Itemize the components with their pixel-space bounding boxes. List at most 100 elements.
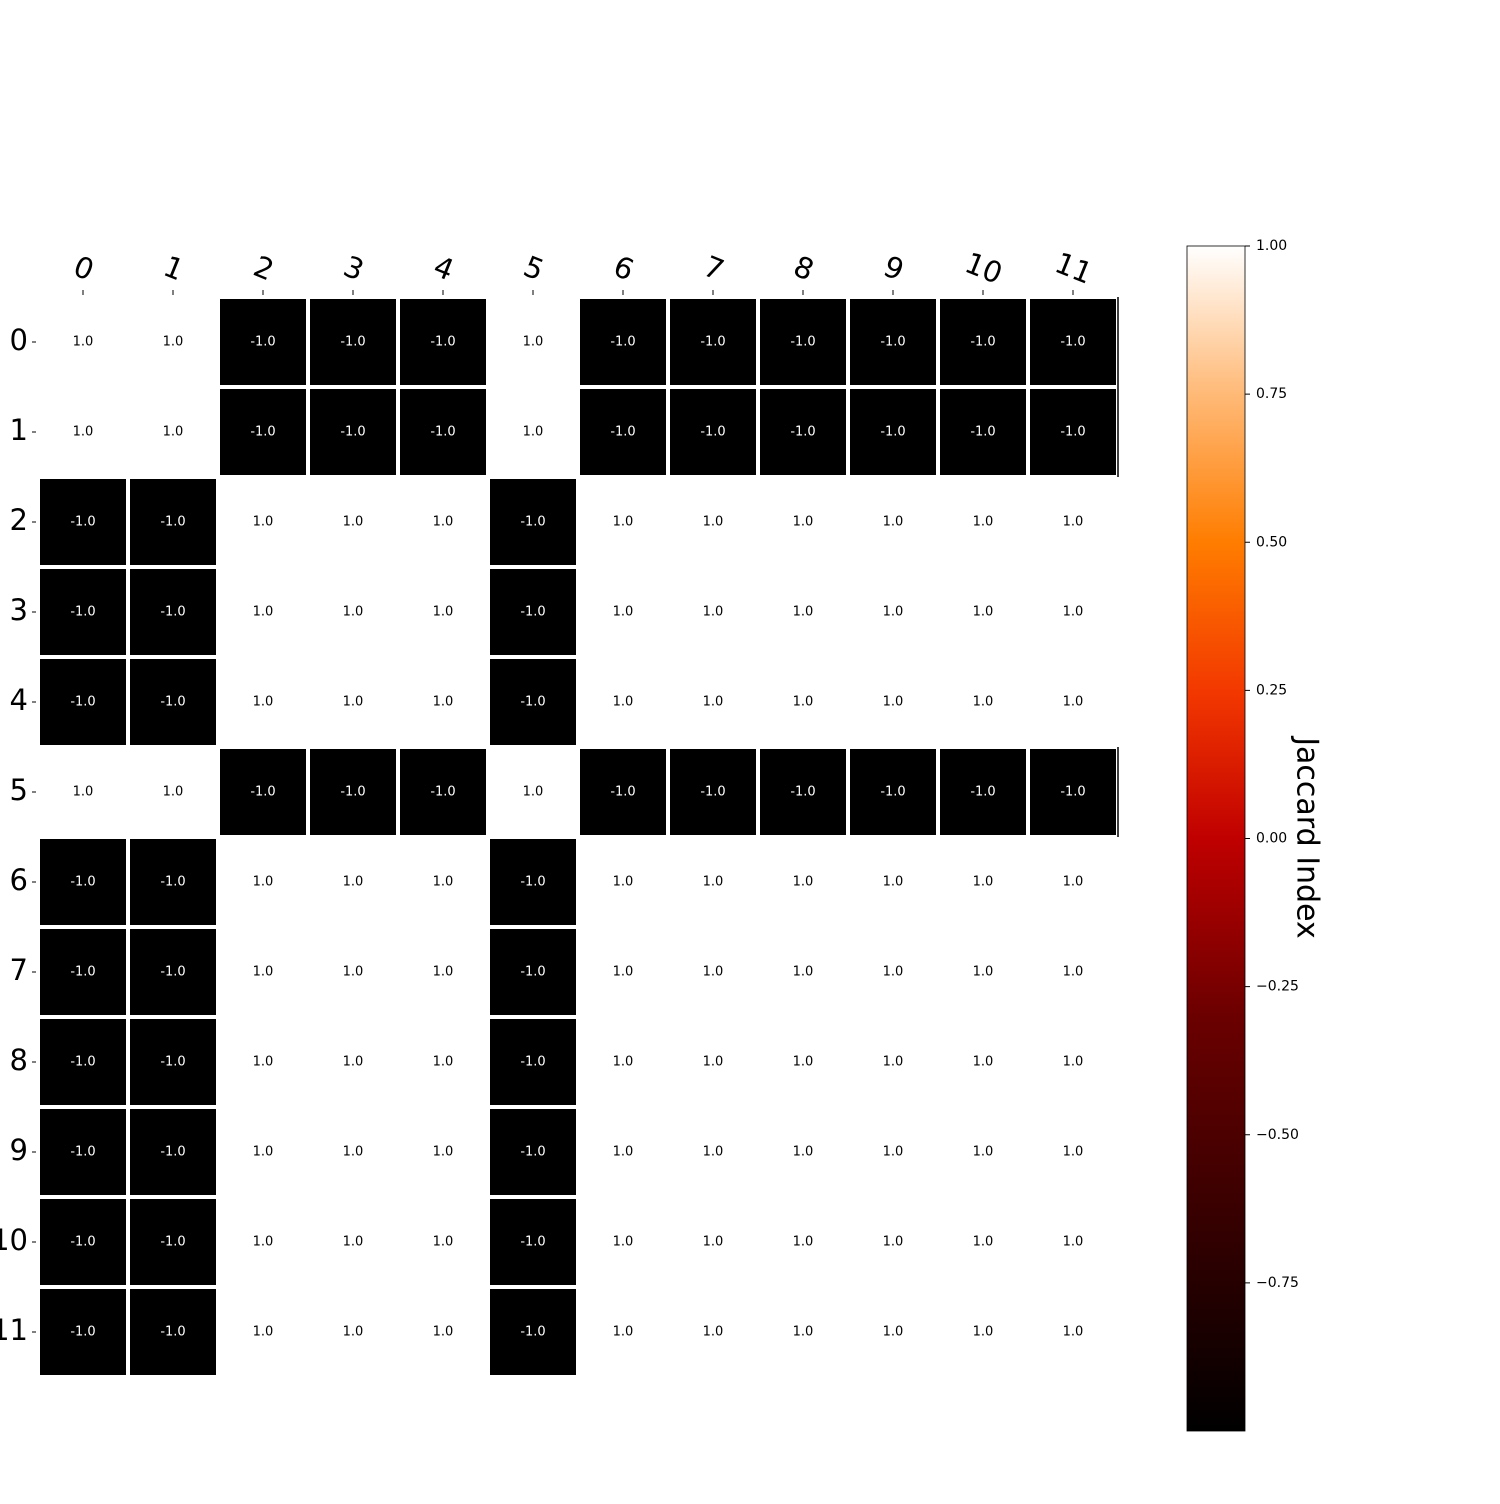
cell-value-label: 1.0 [253, 695, 274, 710]
cell-value-label: 1.0 [253, 515, 274, 530]
cell-value-label: 1.0 [433, 695, 454, 710]
cell-value-label: 1.0 [253, 965, 274, 980]
heatmap-cell [490, 839, 576, 925]
cell-value-label: 1.0 [163, 335, 184, 350]
heatmap-cell [400, 839, 486, 925]
heatmap-cell [400, 1199, 486, 1285]
heatmap-cell [940, 1199, 1026, 1285]
heatmap-cell [40, 569, 126, 655]
cell-value-label: 1.0 [973, 1145, 994, 1160]
cell-value-label: -1.0 [430, 335, 455, 350]
heatmap-cell [760, 839, 846, 925]
heatmap-cell [580, 929, 666, 1015]
cell-value-label: 1.0 [433, 1145, 454, 1160]
cell-value-label: 1.0 [1063, 1235, 1084, 1250]
cell-value-label: 1.0 [613, 605, 634, 620]
cell-value-label: 1.0 [973, 605, 994, 620]
cell-value-label: 1.0 [433, 515, 454, 530]
heatmap-cell [670, 1199, 756, 1285]
cell-value-label: -1.0 [70, 605, 95, 620]
cell-value-label: 1.0 [883, 1325, 904, 1340]
heatmap-cell [1030, 749, 1116, 835]
heatmap-cell [670, 749, 756, 835]
x-tick-label: 8 [789, 249, 819, 287]
heatmap-cell [580, 749, 666, 835]
heatmap-cell [130, 1019, 216, 1105]
colorbar-tick-label: −0.25 [1256, 979, 1299, 995]
cell-value-label: -1.0 [970, 425, 995, 440]
heatmap-cell [490, 929, 576, 1015]
cell-value-label: 1.0 [253, 605, 274, 620]
heatmap-cell [670, 1289, 756, 1375]
cell-value-label: 1.0 [613, 875, 634, 890]
heatmap-cell [310, 479, 396, 565]
heatmap-cell [490, 389, 576, 475]
cell-value-label: 1.0 [703, 605, 724, 620]
colorbar-tick-label: 1.00 [1256, 238, 1287, 254]
colorbar-gradient [1186, 245, 1246, 1432]
cell-value-label: 1.0 [703, 695, 724, 710]
heatmap-layer: 1.0 1.0 -1.0 -1.0 -1.0 1.0 -1.0 -1.0 -1.0 -1.0 -1.… [0, 245, 1119, 1375]
heatmap-cell [220, 659, 306, 745]
cell-value-label: -1.0 [520, 1325, 545, 1340]
cell-value-label: 1.0 [523, 425, 544, 440]
heatmap-cell [400, 659, 486, 745]
cell-value-label: 1.0 [883, 965, 904, 980]
heatmap-cell [490, 659, 576, 745]
cell-value-label: 1.0 [793, 1145, 814, 1160]
heatmap-cell [670, 479, 756, 565]
y-tick-label: 7 [10, 953, 28, 987]
cell-value-label: -1.0 [160, 605, 185, 620]
cell-value-label: -1.0 [610, 335, 635, 350]
heatmap-cell [40, 839, 126, 925]
cell-value-label: -1.0 [520, 875, 545, 890]
cell-value-label: -1.0 [520, 695, 545, 710]
heatmap-cell [670, 569, 756, 655]
heatmap-cell [850, 479, 936, 565]
cell-value-label: 1.0 [973, 875, 994, 890]
heatmap-cell [130, 479, 216, 565]
heatmap-cell [1030, 389, 1116, 475]
heatmap-cell [580, 1289, 666, 1375]
x-tick-label: 5 [519, 249, 549, 287]
cell-value-label: 1.0 [613, 1145, 634, 1160]
heatmap-cell [760, 749, 846, 835]
cell-value-label: 1.0 [1063, 695, 1084, 710]
heatmap-cell [310, 299, 396, 385]
heatmap-cell [580, 299, 666, 385]
heatmap-cell [40, 1019, 126, 1105]
heatmap-cell [670, 929, 756, 1015]
heatmap-cell [940, 569, 1026, 655]
cell-value-label: 1.0 [883, 1235, 904, 1250]
colorbar-tick-label: −0.75 [1256, 1275, 1299, 1291]
heatmap-cell [40, 1289, 126, 1375]
cell-value-label: -1.0 [250, 785, 275, 800]
cell-value-label: 1.0 [883, 605, 904, 620]
heatmap-cell [850, 839, 936, 925]
cell-value-label: -1.0 [160, 1235, 185, 1250]
cell-value-label: 1.0 [793, 605, 814, 620]
heatmap-cell [670, 839, 756, 925]
cell-value-label: -1.0 [520, 965, 545, 980]
heatmap-cell [580, 659, 666, 745]
x-tick-label: 1 [159, 249, 189, 287]
cell-value-label: -1.0 [70, 965, 95, 980]
cell-value-label: 1.0 [973, 515, 994, 530]
cell-value-label: 1.0 [253, 1325, 274, 1340]
cell-value-label: -1.0 [520, 1055, 545, 1070]
heatmap-cell [400, 389, 486, 475]
cell-value-label: -1.0 [700, 335, 725, 350]
heatmap-cell [1030, 839, 1116, 925]
heatmap-cell [40, 299, 126, 385]
y-tick-label: 4 [10, 683, 28, 717]
heatmap-cell [760, 659, 846, 745]
y-tick-label: 2 [10, 503, 28, 537]
cell-value-label: -1.0 [790, 785, 815, 800]
heatmap-cell [400, 1289, 486, 1375]
heatmap-cell [220, 839, 306, 925]
heatmap-cell [940, 1289, 1026, 1375]
heatmap-cell [490, 299, 576, 385]
heatmap-cell [1030, 1289, 1116, 1375]
x-tick-label: 2 [249, 249, 279, 287]
heatmap-cell [310, 389, 396, 475]
